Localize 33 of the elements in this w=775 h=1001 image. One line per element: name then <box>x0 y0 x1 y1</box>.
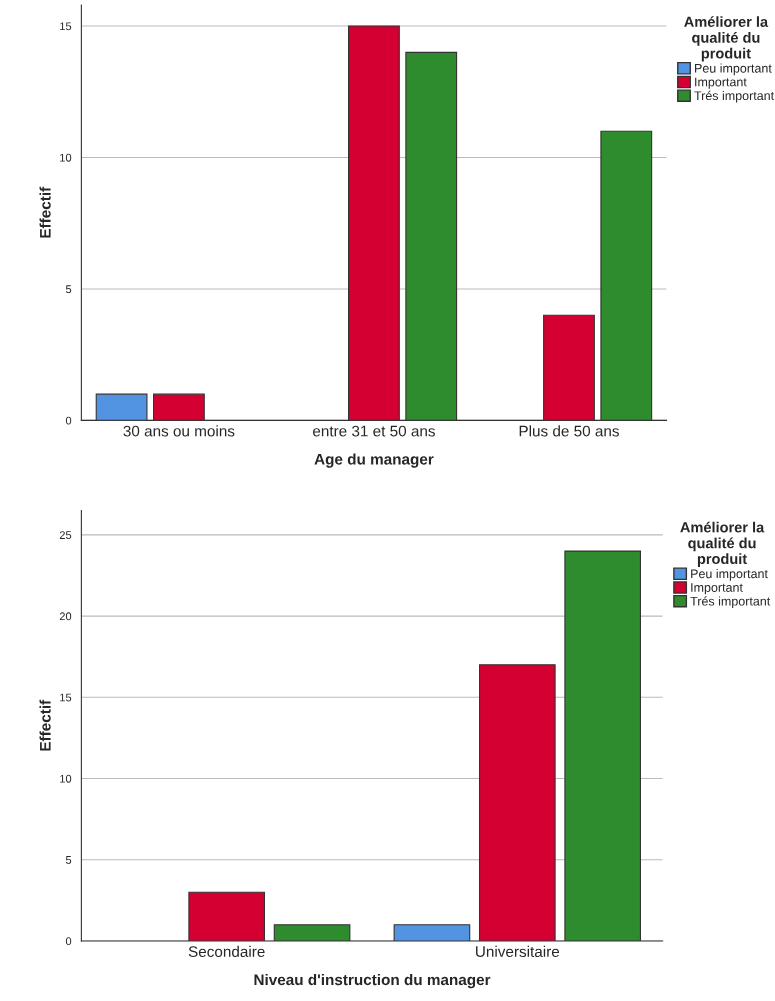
bar <box>152 393 205 421</box>
bar <box>600 130 653 421</box>
x-axis-title: Niveau d'instruction du manager <box>254 973 491 989</box>
y-tick-label: 25 <box>59 531 72 540</box>
y-tick-label: 15 <box>60 22 72 31</box>
bar <box>348 25 400 421</box>
y-tick-label: 0 <box>65 416 72 425</box>
bar <box>95 393 148 421</box>
y-tick-label: 10 <box>60 153 72 162</box>
y-axis-title: Effectif <box>39 699 51 751</box>
legend-label: Peu important <box>691 568 768 581</box>
bar <box>543 314 595 421</box>
legend-title: Améliorer la qualité du produit <box>684 16 769 62</box>
legend-label: Important <box>695 77 747 89</box>
y-tick-label: 0 <box>65 937 72 946</box>
y-tick-label: 15 <box>60 693 72 702</box>
x-tick-label: 30 ans ou moins <box>123 425 235 437</box>
legend-label: Trés important <box>690 596 771 609</box>
y-tick-label: 10 <box>60 774 72 783</box>
x-axis-title: Age du manager <box>314 453 434 468</box>
bar <box>405 51 458 421</box>
x-tick-label: Universitaire <box>476 945 560 958</box>
y-tick-label: 5 <box>65 856 72 864</box>
x-tick-label: entre 31 et 50 ans <box>313 425 435 437</box>
y-axis-title: Effectif <box>39 186 51 238</box>
legend-label: Trés important <box>694 90 775 103</box>
legend-label: Peu important <box>695 63 772 76</box>
legend-label: Important <box>691 583 743 595</box>
y-tick-label: 5 <box>65 285 72 294</box>
x-tick-label: Secondaire <box>188 945 265 958</box>
legend-title: Améliorer la qualité du produit <box>680 521 765 567</box>
x-tick-label: Plus de 50 ans <box>519 425 619 437</box>
y-tick-label: 20 <box>59 612 72 621</box>
